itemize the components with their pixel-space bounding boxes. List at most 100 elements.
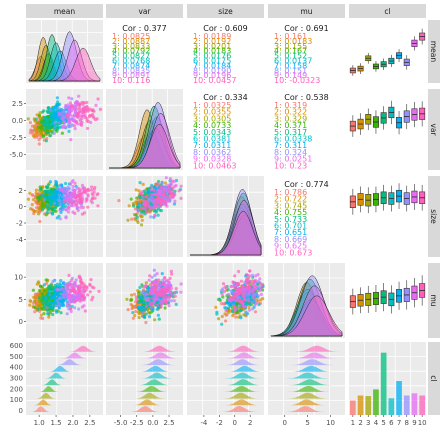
strip-right-cl: [428, 342, 440, 415]
scatter-point: [238, 296, 242, 300]
scatter-point: [160, 302, 164, 306]
scatter-point: [161, 193, 165, 197]
y-tick-label: 600: [10, 342, 23, 350]
scatter-point: [217, 297, 222, 301]
panel-bg: [268, 263, 345, 338]
cor-group-7: 7: 0.158: [274, 61, 307, 70]
x-tick-label: 0: [283, 419, 287, 427]
scatter-point: [64, 216, 68, 220]
scatter-point: [239, 299, 243, 303]
scatter-point: [224, 309, 228, 313]
scatter-point: [62, 294, 66, 298]
cor-group-5: 5: 0.0343: [193, 128, 231, 137]
boxplot-size: [349, 183, 426, 215]
strip-label-size: size: [218, 7, 233, 16]
cor-group-1: 1: 0.161: [274, 32, 307, 41]
scatter-point: [37, 142, 41, 146]
scatter-point: [134, 200, 138, 204]
panel-bg: [187, 89, 264, 170]
scatter-point: [50, 304, 55, 308]
ridge-mean-group-4: [28, 386, 101, 392]
scatter-point: [134, 213, 138, 217]
ridge-var-group-6: [108, 372, 181, 379]
scatter-point: [69, 309, 73, 313]
scatter-point: [247, 299, 251, 303]
scatter-point: [53, 116, 57, 120]
scatter-point: [53, 121, 57, 125]
ridge-mean-group-2: [28, 399, 101, 406]
scatter-point: [89, 113, 93, 118]
scatter-point: [56, 100, 60, 104]
scatter-point: [244, 311, 248, 315]
panel-mean-mu: [268, 20, 345, 83]
scatter-point: [97, 289, 101, 293]
scatter-point: [35, 121, 39, 125]
cor-group-8: 8: 0.0362: [193, 148, 231, 157]
scatter-point: [139, 223, 144, 227]
cor-group-2: 2: 0.322: [274, 108, 307, 117]
scatter-point: [229, 289, 233, 293]
scatter-point: [163, 306, 167, 310]
scatter-point: [155, 199, 159, 203]
scatter-point: [144, 281, 148, 285]
cor-group-7: 7: 0.0184: [193, 61, 231, 70]
scatter-point: [96, 192, 100, 196]
panel-var-size: [187, 89, 264, 170]
scatter-point: [37, 300, 41, 304]
scatter-point: [154, 286, 158, 290]
scatter-point: [156, 290, 160, 294]
scatter-point: [28, 299, 32, 303]
cor-group-8: 8: 0.669: [274, 235, 307, 244]
panel-size-mu: [268, 176, 345, 257]
scatter-point: [76, 205, 80, 209]
scatter-point: [155, 292, 159, 296]
ridge-size-group-2: [189, 399, 262, 406]
scatter-point: [56, 198, 61, 202]
scatter-mu-mean: [28, 273, 101, 321]
scatter-point: [159, 305, 163, 309]
cor-group-6: 6: 0.0175: [193, 57, 231, 66]
scatter-point: [58, 208, 62, 212]
scatter-point: [226, 306, 231, 310]
cor-group-5: 5: 0.317: [274, 128, 307, 137]
scatter-point: [139, 295, 143, 299]
y-tick-label: -2.5: [9, 134, 23, 142]
scatter-point: [168, 295, 172, 299]
x-tick-label: 7: [397, 419, 401, 427]
strip-right-var: [428, 89, 440, 170]
scatter-point: [237, 291, 241, 295]
scatter-point: [38, 130, 42, 134]
scatter-point: [69, 278, 74, 282]
scatter-point: [229, 285, 233, 289]
scatter-point: [149, 188, 153, 192]
cor-group-7: 7: 0.651: [274, 228, 307, 237]
scatter-point: [160, 272, 164, 276]
ridge-var-group-1: [108, 406, 181, 412]
scatter-point: [80, 212, 84, 216]
ridge-mu-group-3: [270, 392, 343, 399]
y-tick-label: -5.0: [9, 151, 23, 159]
scatter-point: [223, 312, 227, 316]
cor-group-5: 5: 0.152: [274, 52, 307, 61]
scatter-point: [33, 133, 37, 137]
scatter-point: [37, 212, 41, 216]
scatter-point: [161, 197, 165, 202]
cor-overall: Cor : 0.609: [203, 24, 247, 33]
cor-group-5: 5: 0.0827: [112, 52, 150, 61]
scatter-point: [173, 290, 177, 294]
scatter-point: [73, 300, 77, 304]
scatter-point: [242, 313, 246, 317]
density-mu-group-10: [271, 295, 343, 337]
bar-cl-3: [365, 396, 372, 415]
scatter-point: [47, 292, 51, 296]
bar-cl-6: [388, 398, 395, 415]
scatter-point: [75, 293, 79, 297]
ridge-size-group-3: [189, 392, 262, 399]
x-tick-label: 9: [412, 419, 416, 427]
scatter-point: [62, 110, 66, 114]
scatter-point: [98, 107, 103, 111]
cor-group-7: 7: 0.0874: [112, 61, 150, 70]
scatter-point: [242, 305, 246, 309]
scatter-point: [138, 285, 142, 290]
